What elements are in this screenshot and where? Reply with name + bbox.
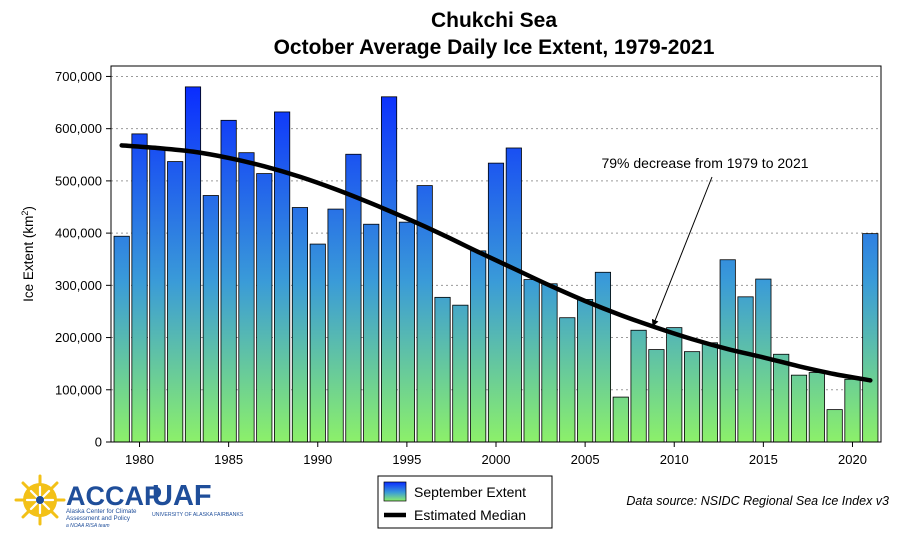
y-tick-label: 200,000 bbox=[55, 330, 102, 345]
legend: September Extent Estimated Median bbox=[377, 475, 553, 529]
y-axis-ticks: 0 100,000 200,000 300,000 400,000 500,000 600,… bbox=[55, 69, 111, 450]
y-tick-label: 400,000 bbox=[55, 226, 102, 241]
bar-1989 bbox=[291, 207, 308, 443]
y-tick-label: 600,000 bbox=[55, 121, 102, 136]
bar-1993 bbox=[363, 223, 380, 443]
bar-2017 bbox=[790, 374, 808, 443]
legend-label-median: Estimated Median bbox=[414, 507, 526, 523]
chart-subtitle: October Average Daily Ice Extent, 1979-2… bbox=[274, 36, 715, 59]
bar-2003 bbox=[541, 283, 558, 443]
annotation-arrow bbox=[651, 176, 713, 327]
snowflake-sun-icon bbox=[14, 474, 66, 526]
legend-label-september: September Extent bbox=[414, 484, 526, 500]
bar-1983 bbox=[184, 86, 202, 443]
bar-1987 bbox=[256, 173, 273, 443]
bars bbox=[113, 86, 879, 443]
bar-2018 bbox=[808, 372, 825, 443]
bar-1984 bbox=[202, 195, 219, 443]
x-tick-label: 2005 bbox=[571, 452, 600, 467]
accap-subtitle-3: a NOAA RISA team bbox=[66, 523, 110, 529]
x-tick-label: 2010 bbox=[660, 452, 689, 467]
bar-1998 bbox=[452, 304, 469, 443]
bar-2008 bbox=[630, 329, 647, 443]
bar-2005 bbox=[577, 299, 594, 443]
chart-title: Chukchi Sea bbox=[431, 9, 557, 32]
bar-2014 bbox=[737, 296, 754, 443]
x-tick-label: 2020 bbox=[838, 452, 867, 467]
bar-1997 bbox=[434, 296, 451, 443]
bar-1980 bbox=[131, 133, 148, 443]
x-axis-ticks: 1980 1985 1990 1995 2000 2005 2010 2015 2020 bbox=[125, 442, 867, 467]
bar-1990 bbox=[309, 243, 326, 443]
bar-2004 bbox=[559, 317, 576, 443]
x-tick-label: 1995 bbox=[392, 452, 421, 467]
accap-uaf-logo: ACCAP Alaska Center for Climate Assessme… bbox=[14, 474, 244, 529]
bar-1982 bbox=[167, 161, 184, 443]
bar-1986 bbox=[238, 152, 255, 443]
x-tick-label: 2015 bbox=[749, 452, 778, 467]
bar-2002 bbox=[523, 279, 540, 443]
x-tick-label: 1990 bbox=[303, 452, 332, 467]
y-tick-label: 0 bbox=[95, 435, 102, 450]
bar-1988 bbox=[274, 111, 291, 443]
bar-2007 bbox=[612, 396, 629, 443]
bar-2019 bbox=[826, 409, 843, 443]
bar-2016 bbox=[773, 353, 790, 443]
x-tick-label: 2000 bbox=[482, 452, 511, 467]
accap-wordmark: ACCAP bbox=[66, 481, 162, 511]
bar-1981 bbox=[149, 147, 166, 443]
median-line-group bbox=[119, 143, 873, 383]
accap-subtitle-1: Alaska Center for Climate bbox=[66, 508, 137, 515]
bar-2001 bbox=[505, 147, 522, 443]
data-source-note: Data source: NSIDC Regional Sea Ice Inde… bbox=[626, 494, 889, 508]
legend-swatch-bars bbox=[383, 481, 407, 502]
accap-subtitle-2: Assessment and Policy bbox=[66, 515, 131, 522]
bar-2012 bbox=[701, 342, 718, 443]
bar-1994 bbox=[380, 96, 398, 443]
x-tick-label: 1985 bbox=[214, 452, 243, 467]
bar-2011 bbox=[684, 351, 701, 443]
legend-box bbox=[377, 475, 553, 529]
bar-2009 bbox=[648, 349, 665, 443]
uaf-subtitle: UNIVERSITY OF ALASKA FAIRBANKS bbox=[152, 512, 244, 518]
bar-1999 bbox=[470, 250, 487, 443]
bar-1979 bbox=[113, 235, 130, 443]
annotation-text: 79% decrease from 1979 to 2021 bbox=[601, 155, 808, 171]
y-tick-label: 300,000 bbox=[55, 278, 102, 293]
uaf-wordmark: UAF bbox=[152, 480, 212, 512]
y-tick-label: 500,000 bbox=[55, 173, 102, 188]
bar-2021 bbox=[862, 233, 879, 443]
bar-1985 bbox=[220, 119, 237, 443]
bar-2020 bbox=[844, 378, 861, 443]
y-axis-label: Ice Extent (km2) bbox=[20, 206, 36, 302]
bar-2006 bbox=[594, 271, 612, 443]
bar-1995 bbox=[398, 221, 415, 443]
bar-2000 bbox=[487, 162, 505, 443]
y-tick-label: 700,000 bbox=[55, 69, 102, 84]
bar-1991 bbox=[327, 208, 344, 443]
median-line bbox=[119, 143, 873, 383]
x-tick-label: 1980 bbox=[125, 452, 154, 467]
y-tick-label: 100,000 bbox=[55, 382, 102, 397]
bar-2010 bbox=[666, 327, 683, 443]
